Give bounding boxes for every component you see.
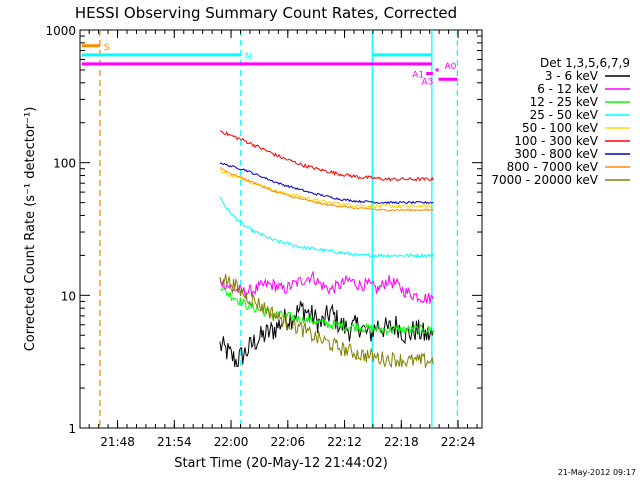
legend-label-7: 800 - 7000 keV [507, 160, 599, 174]
series-lines [219, 130, 434, 369]
x-axis-ticks: 21:48 21:54 22:00 22:06 22:12 22:18 22:24 [88, 30, 478, 449]
state-bar-label-0: S [104, 43, 110, 53]
plot-area [79, 29, 483, 429]
series-line-2 [219, 286, 434, 336]
legend-title: Det 1,3,5,6,7,9 [540, 56, 630, 70]
x-axis-label: Start Time (20-May-12 21:44:02) [174, 456, 388, 471]
y-tick-label-2: 100 [53, 157, 76, 171]
legend-label-5: 100 - 300 keV [514, 134, 598, 148]
series-line-8 [219, 273, 434, 369]
state-bar-label-5: A1 [412, 71, 424, 81]
series-line-3 [219, 196, 434, 259]
legend-label-2: 12 - 25 keV [530, 95, 599, 109]
x-tick-label-2: 22:00 [214, 435, 249, 449]
series-line-7 [219, 167, 434, 212]
series-line-1 [219, 270, 434, 304]
legend-label-3: 25 - 50 keV [530, 108, 599, 122]
x-tick-label-1: 21:54 [157, 435, 192, 449]
state-bar-label-1: N [245, 52, 252, 62]
y-axis-label: Corrected Count Rate (s⁻¹ detector⁻¹) [23, 107, 38, 352]
y-tick-label-0: 1 [68, 422, 76, 436]
plot-frame [79, 29, 483, 429]
footer-date: 21-May-2012 09:17 [558, 468, 636, 477]
chart-title: HESSI Observing Summary Count Rates, Cor… [75, 4, 457, 22]
y-axis-ticks: 1 10 100 1000 [45, 24, 482, 436]
x-tick-label-3: 22:06 [271, 435, 306, 449]
y-tick-label-1: 10 [61, 289, 76, 303]
legend-label-0: 3 - 6 keV [545, 69, 599, 83]
x-tick-label-4: 22:12 [327, 435, 362, 449]
series-line-5 [219, 130, 434, 182]
legend-label-8: 7000 - 20000 keV [491, 173, 598, 187]
legend-label-4: 50 - 100 keV [522, 121, 599, 135]
vertical-lines [99, 30, 459, 428]
state-bar-label-4: A0 [444, 62, 456, 72]
state-bar-label-6: A3 [421, 77, 433, 87]
x-tick-label-5: 22:18 [384, 435, 419, 449]
legend-label-6: 300 - 800 keV [514, 147, 598, 161]
x-tick-label-6: 22:24 [441, 435, 476, 449]
y-tick-label-3: 1000 [45, 24, 76, 38]
legend-label-1: 6 - 12 keV [537, 82, 599, 96]
series-line-6 [219, 162, 434, 205]
x-tick-label-0: 21:48 [100, 435, 135, 449]
series-line-0 [219, 301, 434, 368]
